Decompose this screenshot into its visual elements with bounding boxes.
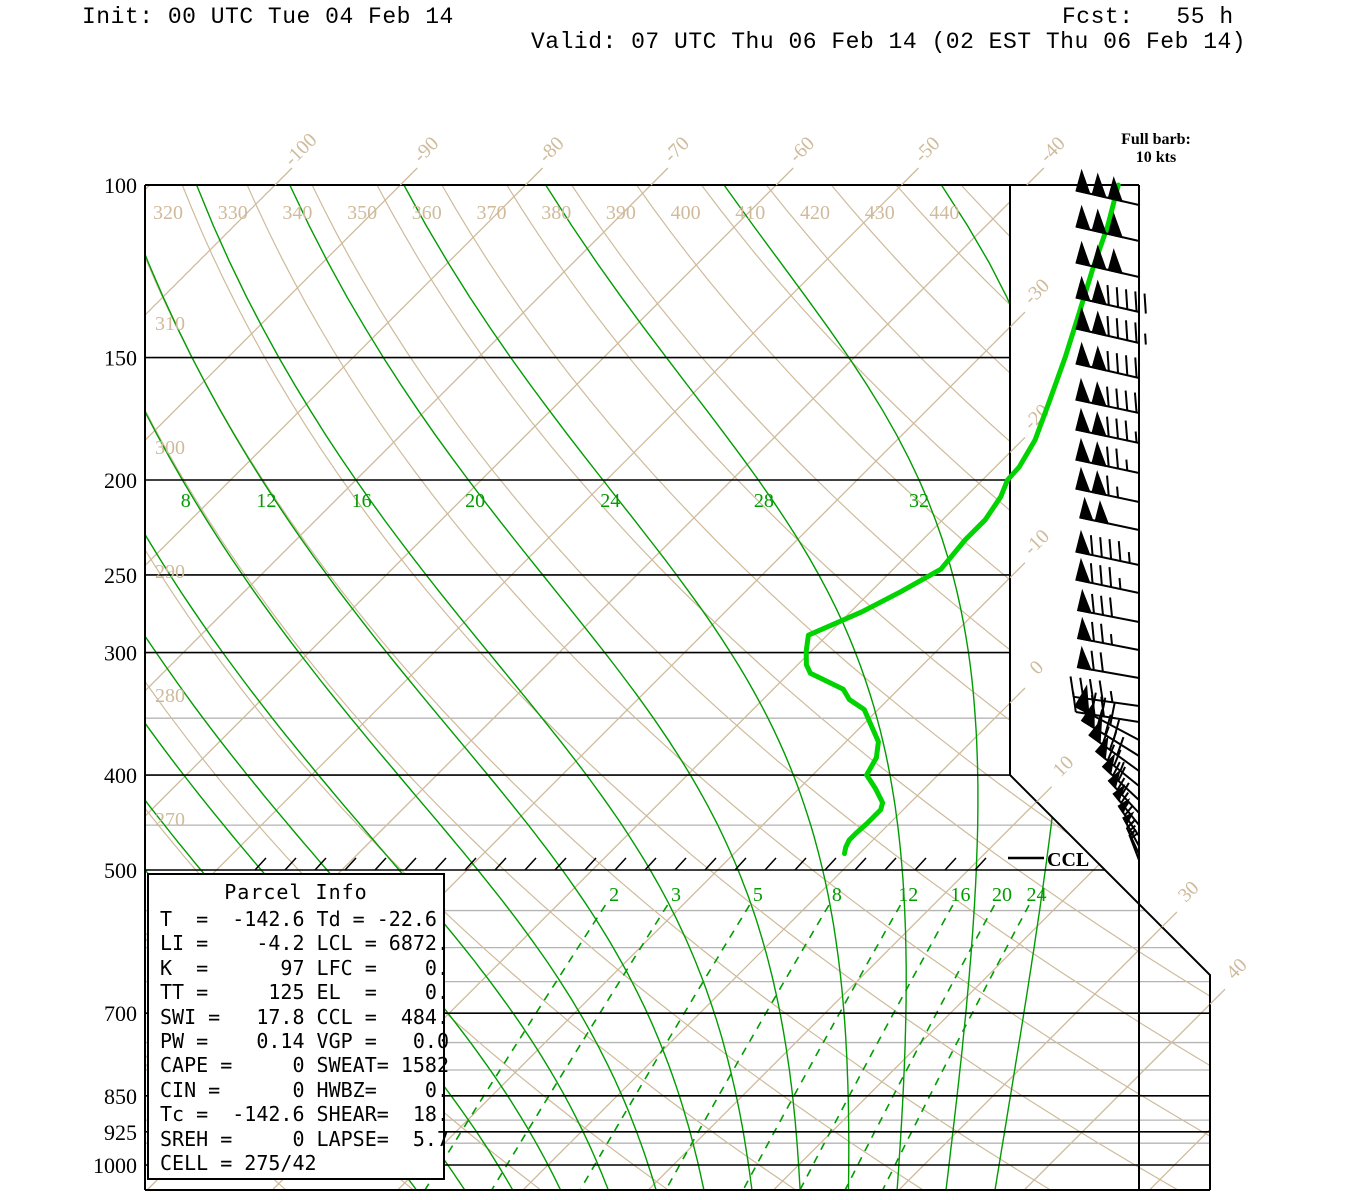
valid-time-label: Valid: 07 UTC Thu 06 Feb 14 (02 EST Thu … (531, 29, 1247, 55)
svg-text:1000: 1000 (93, 1153, 137, 1178)
parcel-info-title: Parcel Info (224, 880, 368, 904)
svg-text:8: 8 (181, 490, 191, 512)
svg-text:2: 2 (609, 884, 619, 906)
svg-text:8: 8 (832, 884, 842, 906)
svg-text:-90: -90 (409, 133, 443, 167)
svg-text:200: 200 (104, 468, 137, 493)
svg-text:310: 310 (155, 313, 185, 335)
svg-text:400: 400 (104, 763, 137, 788)
ccl-legend: CCL (1008, 849, 1089, 871)
svg-text:-70: -70 (659, 133, 693, 167)
forecast-hour-label: Fcst: 55 h (1062, 4, 1234, 30)
svg-text:350: 350 (347, 202, 377, 224)
svg-text:100: 100 (104, 173, 137, 198)
svg-text:12: 12 (898, 884, 918, 906)
parcel-info-line: TT = 125 EL = 0. (160, 980, 449, 1005)
svg-text:0: 0 (1025, 656, 1048, 679)
svg-text:20: 20 (992, 884, 1012, 906)
svg-text:420: 420 (800, 202, 830, 224)
svg-text:-10: -10 (1020, 525, 1054, 559)
svg-text:330: 330 (218, 202, 248, 224)
svg-text:430: 430 (865, 202, 895, 224)
wind-barb-legend-line2: 10 kts (1135, 149, 1177, 166)
svg-text:16: 16 (352, 490, 372, 512)
svg-text:-60: -60 (785, 133, 819, 167)
parcel-info-line: Tc = -142.6 SHEAR= 18. (160, 1102, 449, 1127)
svg-text:340: 340 (282, 202, 312, 224)
svg-text:250: 250 (104, 563, 137, 588)
svg-text:40: 40 (1222, 954, 1252, 984)
svg-text:320: 320 (153, 202, 183, 224)
svg-text:410: 410 (735, 202, 765, 224)
svg-text:500: 500 (104, 858, 137, 883)
svg-text:16: 16 (951, 884, 971, 906)
parcel-info-line: SWI = 17.8 CCL = 484. (160, 1004, 449, 1029)
svg-text:30: 30 (1174, 877, 1204, 907)
ccl-hatch-line (254, 857, 987, 871)
parcel-info-line: CELL = 275/42 (160, 1151, 317, 1176)
init-time-label: Init: 00 UTC Tue 04 Feb 14 (82, 4, 454, 30)
wind-barb-legend: Full barb: 10 kts (1091, 131, 1221, 167)
svg-text:-30: -30 (1020, 275, 1054, 309)
svg-text:150: 150 (104, 346, 137, 371)
ccl-legend-label: CCL (1047, 849, 1089, 871)
svg-text:700: 700 (104, 1001, 137, 1026)
temperature-trace (803, 182, 1121, 856)
svg-text:300: 300 (104, 641, 137, 666)
svg-text:925: 925 (104, 1120, 137, 1145)
parcel-info-line: CAPE = 0 SWEAT= 1582 (160, 1053, 449, 1078)
svg-text:-100: -100 (280, 129, 321, 170)
svg-text:380: 380 (541, 202, 571, 224)
parcel-info-line: K = 97 LFC = 0. (160, 955, 449, 980)
svg-text:440: 440 (929, 202, 959, 224)
parcel-info-line: LI = -4.2 LCL = 6872. (160, 931, 449, 956)
parcel-info-line: CIN = 0 HWBZ= 0. (160, 1077, 449, 1102)
svg-text:12: 12 (256, 490, 276, 512)
svg-text:28: 28 (754, 490, 774, 512)
wind-barbs (1069, 168, 1147, 861)
svg-text:5: 5 (753, 884, 763, 906)
parcel-info-line: PW = 0.14 VGP = 0.0 (160, 1029, 449, 1054)
svg-text:24: 24 (600, 490, 620, 512)
svg-text:270: 270 (155, 809, 185, 831)
svg-text:20: 20 (465, 490, 485, 512)
svg-text:-80: -80 (534, 133, 568, 167)
svg-text:-40: -40 (1035, 133, 1069, 167)
svg-text:300: 300 (155, 437, 185, 459)
parcel-info-line: SREH = 0 LAPSE= 5.7 (160, 1126, 449, 1151)
svg-text:370: 370 (477, 202, 507, 224)
wind-barb-legend-line1: Full barb: (1121, 131, 1191, 148)
svg-text:3: 3 (671, 884, 681, 906)
svg-text:290: 290 (155, 561, 185, 583)
svg-text:390: 390 (606, 202, 636, 224)
svg-text:-50: -50 (910, 133, 944, 167)
svg-text:24: 24 (1027, 884, 1047, 906)
svg-text:280: 280 (155, 685, 185, 707)
svg-text:400: 400 (671, 202, 701, 224)
svg-text:360: 360 (412, 202, 442, 224)
parcel-info-line: T = -142.6 Td = -22.6 (160, 907, 437, 931)
parcel-info-panel: Parcel Info T = -142.6 Td = -22.6 LI = -… (147, 873, 449, 1180)
svg-text:32: 32 (909, 490, 929, 512)
svg-text:10: 10 (1049, 752, 1079, 782)
svg-text:850: 850 (104, 1084, 137, 1109)
mixing-ratio-lines (424, 904, 1030, 1190)
